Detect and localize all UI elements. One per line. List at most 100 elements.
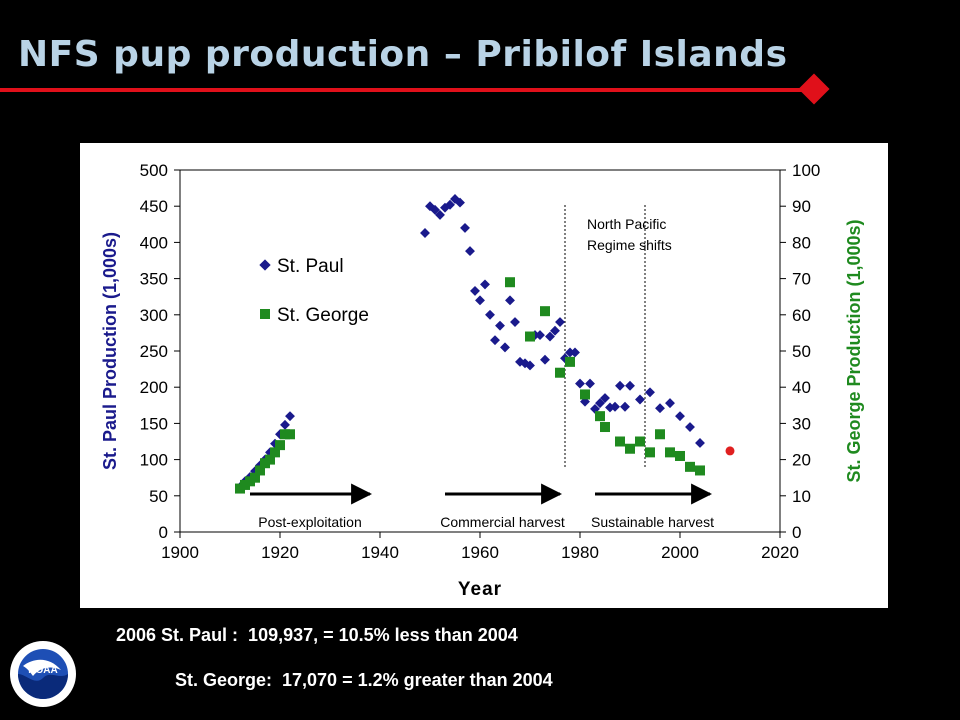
st-paul-point: [695, 437, 705, 448]
st-paul-point: [575, 378, 585, 389]
y-left-tick-label: 200: [140, 378, 168, 397]
st-george-point: [615, 436, 625, 447]
x-tick-label: 1980: [561, 543, 599, 562]
st-paul-point: [635, 394, 645, 405]
st-george-point: [525, 331, 535, 342]
title-underline: [0, 88, 815, 92]
legend-st-george-label: St. George: [277, 305, 369, 326]
st-paul-point: [555, 317, 565, 327]
st-paul-point: [675, 411, 685, 422]
st-paul-point: [460, 222, 470, 233]
y-right-tick-label: 40: [792, 378, 811, 397]
x-tick-label: 2020: [761, 543, 799, 562]
y-right-tick-label: 30: [792, 414, 811, 433]
st-paul-point: [435, 209, 445, 220]
st-paul-point: [620, 401, 630, 412]
st-paul-point: [595, 398, 605, 409]
st-george-point: [285, 429, 295, 440]
y-left-tick-label: 250: [140, 342, 168, 361]
legend-st-paul-label: St. Paul: [277, 256, 344, 277]
st-george-point: [555, 367, 565, 378]
y-left-tick-label: 450: [140, 197, 168, 216]
y-right-tick-label: 0: [792, 523, 801, 542]
st-george-point: [275, 440, 285, 451]
st-george-point: [685, 461, 695, 472]
st-paul-point: [550, 325, 560, 336]
st-paul-point: [545, 331, 555, 342]
st-george-point: [695, 465, 705, 476]
st-george-point: [255, 465, 265, 476]
st-george-point: [540, 306, 550, 317]
st-paul-summary: 2006 St. Paul : 109,937, = 10.5% less th…: [116, 625, 518, 645]
st-paul-point: [495, 320, 505, 331]
st-paul-point: [525, 360, 535, 371]
st-george-summary: St. George: 17,070 = 1.2% greater than 2…: [175, 670, 553, 690]
y-right-tick-label: 50: [792, 342, 811, 361]
st-george-point: [655, 429, 665, 440]
st-paul-point: [540, 354, 550, 365]
st-paul-point: [610, 401, 620, 412]
st-george-point: [600, 422, 610, 433]
st-paul-point: [510, 317, 520, 327]
st-paul-point: [485, 309, 495, 320]
st-paul-point: [480, 279, 490, 290]
st-george-point: [665, 447, 675, 458]
period-label: Post-exploitation: [258, 514, 362, 530]
st-paul-point: [615, 380, 625, 391]
y-left-tick-label: 0: [159, 523, 168, 542]
y-right-tick-label: 20: [792, 451, 811, 470]
st-paul-point: [470, 285, 480, 296]
st-paul-point: [685, 422, 695, 432]
st-paul-point: [420, 228, 430, 238]
regime-annotation-line: North Pacific: [587, 216, 666, 232]
y-left-tick-label: 50: [149, 487, 168, 506]
y-left-tick-label: 300: [140, 306, 168, 325]
st-george-point: [625, 443, 635, 454]
st-george-point: [265, 454, 275, 465]
slide-title: NFS pup production – Pribilof Islands: [18, 34, 788, 75]
period-label: Commercial harvest: [440, 514, 565, 530]
y-left-tick-label: 150: [140, 414, 168, 433]
x-tick-label: 1920: [261, 543, 299, 562]
x-tick-label: 1900: [161, 543, 199, 562]
highlight-point: [725, 446, 735, 456]
st-george-point: [505, 277, 515, 288]
st-george-point: [565, 356, 575, 367]
st-paul-point: [500, 342, 510, 353]
period-label: Sustainable harvest: [591, 514, 714, 530]
st-paul-point: [625, 380, 635, 391]
st-paul-point: [570, 347, 580, 358]
st-george-point: [250, 472, 260, 483]
y-left-tick-label: 350: [140, 270, 168, 289]
st-paul-point: [505, 295, 515, 306]
st-paul-point: [645, 387, 655, 398]
logo-text: NOAA: [28, 665, 57, 676]
y-right-tick-label: 90: [792, 197, 811, 216]
st-george-point: [580, 389, 590, 400]
st-paul-point: [565, 347, 575, 358]
y-left-tick-label: 500: [140, 161, 168, 180]
y-right-tick-label: 60: [792, 306, 811, 325]
st-paul-point: [465, 246, 475, 257]
regime-annotation-line: Regime shifts: [587, 237, 672, 253]
st-paul-point: [665, 398, 675, 409]
st-george-point: [595, 411, 605, 422]
x-axis-title: Year: [458, 579, 502, 600]
st-george-point: [635, 436, 645, 447]
y-right-axis-title: St. George Production (1,000s): [844, 219, 864, 482]
y-right-tick-label: 70: [792, 270, 811, 289]
legend-st-george-marker: [260, 309, 270, 319]
chart-panel: 1900 1920 1940 1960 1980 2000 2020 0 50 100 150 200…: [80, 143, 888, 608]
st-paul-point: [600, 393, 610, 404]
st-paul-point: [585, 378, 595, 389]
y-left-tick-label: 100: [140, 451, 168, 470]
st-paul-point: [285, 411, 295, 422]
st-paul-point: [490, 335, 500, 346]
y-right-tick-label: 80: [792, 233, 811, 252]
st-paul-point: [280, 419, 290, 430]
plot-area-frame: [179, 169, 781, 533]
title-diamond-icon: [798, 73, 830, 105]
st-paul-point: [475, 295, 485, 306]
st-george-point: [270, 447, 280, 458]
y-left-tick-label: 400: [140, 233, 168, 252]
